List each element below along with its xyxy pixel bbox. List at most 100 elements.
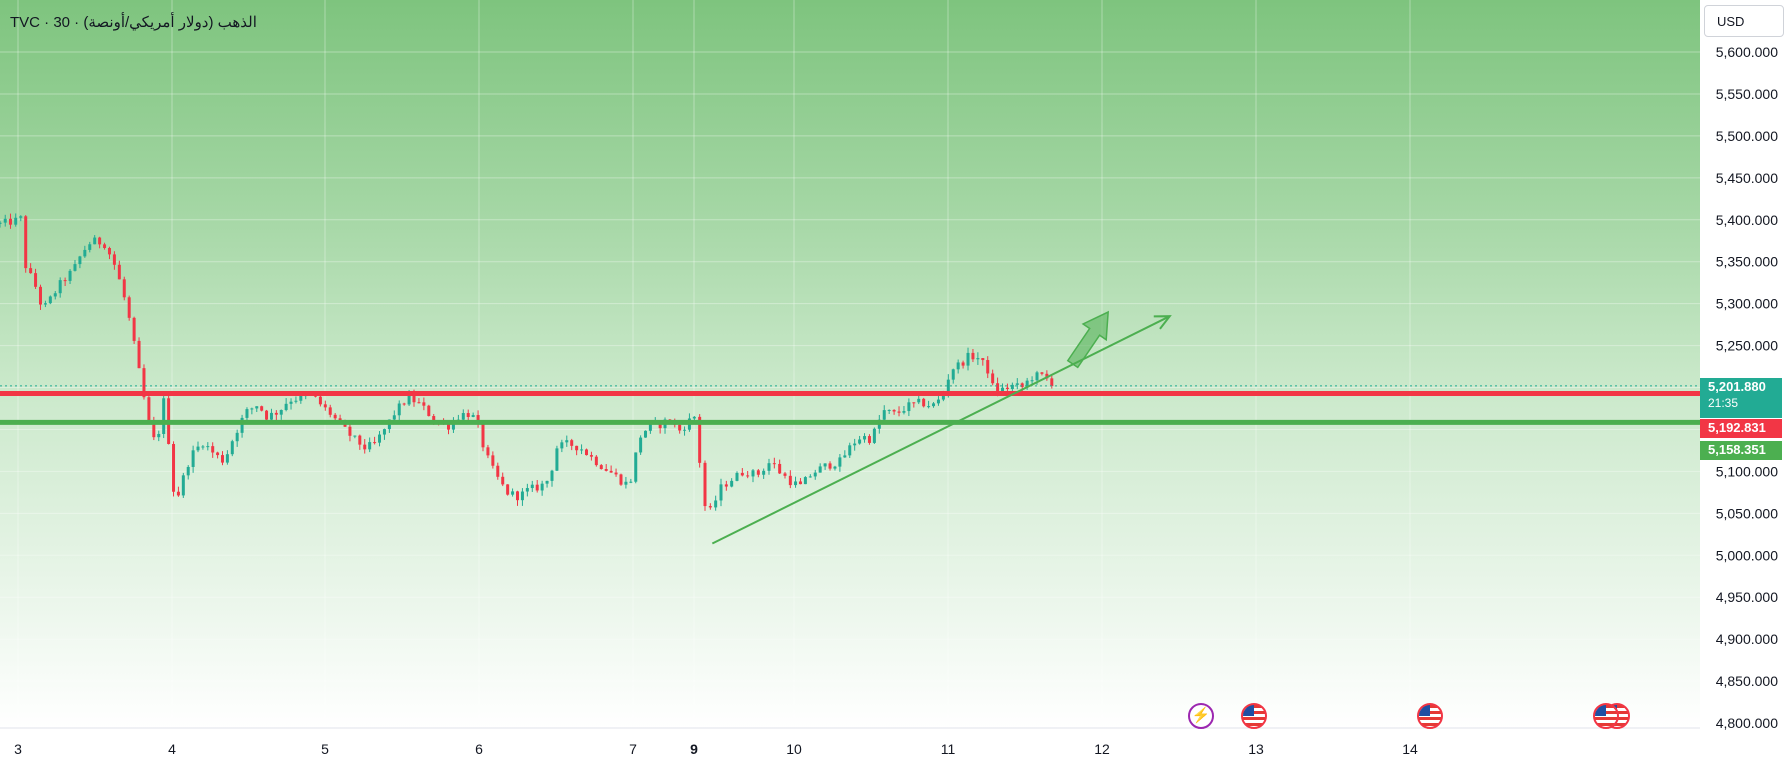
- price-levels: [0, 385, 1700, 425]
- currency-button[interactable]: USD: [1704, 5, 1784, 37]
- candle-body: [932, 403, 936, 407]
- candle-body: [848, 445, 852, 456]
- candle-body: [412, 394, 416, 403]
- candle-body: [466, 413, 470, 417]
- candle-body: [976, 358, 980, 360]
- candle-body: [560, 442, 564, 449]
- candle-body: [333, 414, 337, 419]
- candle-body: [907, 402, 911, 412]
- candle-body: [767, 463, 771, 471]
- candle-body: [269, 412, 273, 420]
- candle-body: [14, 217, 18, 225]
- candle-body: [639, 437, 643, 453]
- candle-body: [392, 415, 396, 420]
- candle-body: [746, 475, 750, 477]
- candle-body: [535, 484, 539, 491]
- candle-body: [103, 244, 107, 248]
- candle-body: [157, 433, 161, 438]
- candle-body: [996, 383, 1000, 393]
- candle-body: [794, 481, 798, 486]
- x-tick-label: 4: [168, 741, 176, 757]
- trendline-arrowhead: [1153, 315, 1172, 330]
- candle-body: [644, 430, 648, 438]
- candle-body: [941, 393, 945, 400]
- candle-body: [476, 415, 480, 424]
- candle-body: [594, 456, 598, 466]
- candle-body: [255, 406, 259, 409]
- candle-body: [683, 429, 687, 431]
- candle-body: [486, 447, 490, 456]
- candle-body: [730, 480, 734, 487]
- x-tick-label: 14: [1402, 741, 1418, 757]
- candle-body: [63, 280, 67, 282]
- candle-body: [956, 362, 960, 370]
- candle-body: [818, 466, 822, 473]
- candle-body: [279, 410, 283, 415]
- candle-body: [402, 403, 406, 405]
- candle-body: [783, 473, 787, 476]
- candle-body: [629, 481, 633, 483]
- candle-body: [58, 280, 62, 294]
- candle-body: [555, 448, 559, 471]
- candle-body: [496, 465, 500, 477]
- candle-body: [172, 443, 176, 492]
- candle-body: [778, 463, 782, 474]
- candle-body: [501, 476, 505, 485]
- candle-body: [803, 477, 807, 485]
- candle-body: [353, 435, 357, 437]
- y-tick-label: 5,500.000: [1716, 128, 1778, 144]
- y-tick-label: 4,950.000: [1716, 589, 1778, 605]
- candle-body: [708, 506, 712, 508]
- candle-body: [98, 237, 102, 245]
- candle-body: [575, 445, 579, 451]
- x-tick-label: 10: [786, 741, 802, 757]
- candle-body: [34, 273, 38, 287]
- candle-body: [882, 410, 886, 420]
- x-tick-label: 11: [941, 741, 956, 757]
- candle-body: [762, 470, 766, 475]
- candle-body: [966, 352, 970, 366]
- candle-body: [235, 432, 239, 442]
- candle-body: [162, 398, 166, 434]
- candle-body: [772, 463, 776, 465]
- candle-body: [137, 340, 141, 369]
- candle-body: [550, 470, 554, 481]
- candle-body: [407, 394, 411, 405]
- candle-body: [53, 293, 57, 297]
- candle-body: [181, 475, 185, 496]
- candle-body: [348, 426, 352, 436]
- candle-body: [872, 428, 876, 443]
- candle-body: [220, 455, 224, 463]
- us-economic-event-icon[interactable]: [1241, 703, 1267, 729]
- candle-body: [813, 472, 817, 477]
- event-flash-icon[interactable]: ⚡: [1188, 703, 1214, 729]
- resistance-price-tag: 5,192.831: [1700, 419, 1782, 438]
- us-economic-event-icon[interactable]: [1417, 703, 1443, 729]
- y-tick-label: 5,350.000: [1716, 254, 1778, 270]
- candle-body: [447, 423, 451, 430]
- axes: 4,800.000 4,850.000 4,900.000 4,950.000 5,00…: [0, 44, 1778, 757]
- candle-body: [427, 405, 431, 417]
- candle-body: [1005, 387, 1009, 390]
- us-economic-event-icon[interactable]: [1593, 703, 1619, 729]
- rising-trendline: [711, 315, 1171, 545]
- candle-body: [1035, 372, 1039, 381]
- candle-body: [196, 446, 200, 451]
- candle-body: [1015, 383, 1019, 385]
- candle-body: [1010, 384, 1014, 390]
- candle-body: [843, 455, 847, 458]
- candle-body: [142, 368, 146, 398]
- candle-body: [833, 466, 837, 469]
- candle-body: [48, 296, 52, 304]
- candle-body: [245, 409, 249, 418]
- candle-body: [323, 404, 327, 408]
- candle-body: [230, 441, 234, 455]
- candle-body: [201, 446, 205, 448]
- candle-body: [719, 484, 723, 501]
- x-tick-label: 13: [1248, 741, 1264, 757]
- candle-body: [1001, 387, 1005, 393]
- candle-body: [260, 406, 264, 411]
- candle-body: [838, 457, 842, 467]
- plot-background: [0, 0, 1700, 728]
